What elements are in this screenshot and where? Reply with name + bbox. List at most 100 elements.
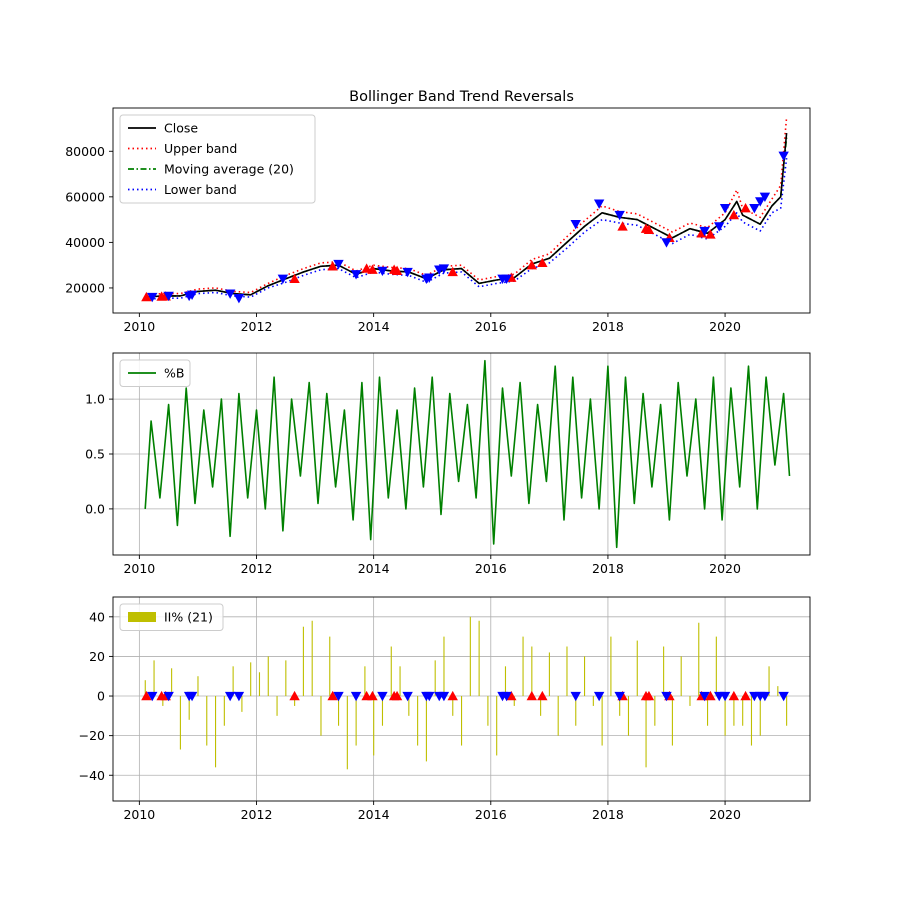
legend-label: Upper band <box>164 141 237 156</box>
buy-signal-marker <box>327 261 338 271</box>
sell-signal-marker <box>438 264 450 274</box>
bar <box>663 646 665 697</box>
bar <box>566 646 568 697</box>
bar <box>680 656 682 697</box>
sell-signal-marker <box>277 274 289 285</box>
x-tick-label: 2016 <box>475 561 507 576</box>
bar <box>671 696 673 746</box>
legend-label: Close <box>164 121 198 136</box>
buy-signal-marker <box>391 265 403 276</box>
y-tick-label: 1.0 <box>85 392 105 407</box>
legend-label: II% (21) <box>164 610 213 625</box>
bar <box>206 696 208 746</box>
buy-signal-marker <box>643 224 655 235</box>
x-tick-label: 2018 <box>592 807 624 822</box>
x-tick-label: 2012 <box>241 319 273 334</box>
legend-box <box>119 114 316 204</box>
bar <box>355 696 357 746</box>
panel-1: Bollinger Band Trend Reversals 2010 2012 20… <box>65 89 811 334</box>
buy-signal-marker <box>289 690 300 701</box>
bar <box>750 696 753 746</box>
bar <box>601 696 603 746</box>
sell-signal-marker <box>759 192 771 203</box>
bar <box>724 696 726 736</box>
bar <box>179 696 181 750</box>
bar <box>478 620 480 697</box>
bar <box>627 696 630 736</box>
bar <box>443 636 445 697</box>
x-tick-label: 2010 <box>123 561 155 576</box>
sell-signal-marker <box>233 691 245 702</box>
bar <box>707 696 709 726</box>
sell-signal-marker <box>570 691 581 702</box>
buy-signal-marker <box>537 690 548 701</box>
bar <box>531 646 533 697</box>
sell-signal-marker <box>438 691 450 702</box>
bar <box>311 620 313 697</box>
bar <box>285 660 287 697</box>
bar <box>188 696 190 720</box>
bar <box>276 696 278 716</box>
sell-signal-marker <box>501 274 512 285</box>
bar <box>381 696 384 726</box>
buy-signal-marker <box>526 690 537 701</box>
sell-signal-marker <box>402 691 413 702</box>
plot-area <box>141 117 789 304</box>
buy-signal-marker <box>740 690 751 701</box>
y-tick-label: 20 <box>89 649 105 664</box>
bar <box>733 696 735 726</box>
sell-signal-marker <box>163 691 174 702</box>
buy-signal-marker <box>705 229 716 239</box>
buy-signal-marker <box>391 690 403 701</box>
sell-signal-marker <box>233 294 245 304</box>
y-tick-label: 40000 <box>65 235 105 250</box>
sell-signal-marker <box>501 691 512 702</box>
bar <box>777 686 779 697</box>
x-tick-label: 2016 <box>475 807 507 822</box>
buy-signal-marker <box>367 264 378 274</box>
sell-signal-marker <box>661 238 672 248</box>
sell-signal-marker <box>377 266 388 277</box>
bar <box>496 696 498 756</box>
y-tick-label: 0.5 <box>85 447 105 462</box>
legend-label: %B <box>164 366 184 381</box>
buy-signal-marker <box>327 690 338 701</box>
bar <box>557 696 559 736</box>
sell-signal-marker <box>778 691 789 702</box>
y-tick-label: −20 <box>79 728 105 743</box>
sell-signal-marker <box>719 204 731 214</box>
bar <box>522 636 524 697</box>
bar <box>584 656 586 697</box>
axes-frame <box>112 107 811 314</box>
buy-signal-marker <box>537 257 548 268</box>
buy-signal-marker <box>728 209 740 220</box>
buy-signal-marker <box>447 266 458 277</box>
bar <box>223 696 225 726</box>
buy-signal-marker <box>447 690 458 701</box>
sell-signal-marker <box>719 691 731 702</box>
x-tick-label: 2010 <box>123 319 155 334</box>
x-tick-label: 2018 <box>592 561 624 576</box>
y-tick-label: −40 <box>79 768 105 783</box>
sell-signal-marker <box>186 691 198 702</box>
buy-signal-marker <box>740 203 751 213</box>
bar <box>171 668 173 697</box>
chart-title: Bollinger Band Trend Reversals <box>349 89 574 105</box>
buy-signal-marker <box>141 291 152 302</box>
bar <box>768 666 770 697</box>
sell-signal-marker <box>350 270 362 280</box>
x-tick-label: 2012 <box>241 561 273 576</box>
sell-signal-marker <box>147 292 158 303</box>
bar <box>144 680 146 697</box>
plot-area <box>144 359 791 549</box>
bar <box>417 696 419 746</box>
buy-signal-marker <box>643 690 655 701</box>
sell-signal-marker <box>759 691 771 702</box>
bar <box>302 626 304 697</box>
bar <box>548 652 550 697</box>
axes-frame <box>112 596 811 802</box>
bar <box>452 696 454 716</box>
bar <box>329 636 331 697</box>
bar <box>619 696 621 716</box>
buy-signal-marker <box>141 690 152 701</box>
